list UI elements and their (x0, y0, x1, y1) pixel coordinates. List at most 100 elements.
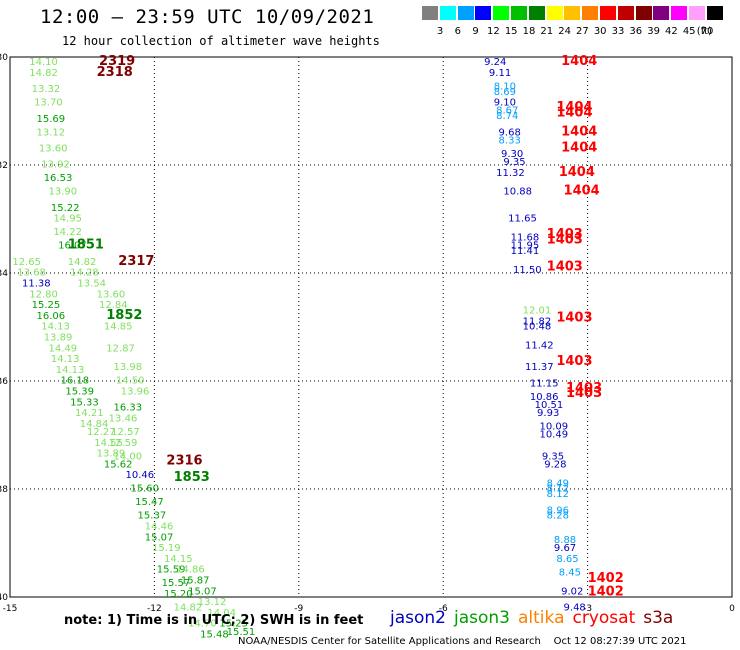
legend-swatch (511, 6, 527, 20)
wave-height-value: 9.30 (501, 149, 523, 160)
legend-label: 70 (700, 26, 714, 37)
legend-swatch (653, 6, 670, 20)
satellite-legend: jason2 jason3 altika cryosat s3a (390, 608, 681, 628)
wave-height-value: 11.41 (511, 246, 540, 257)
wave-height-value: 15.60 (130, 484, 159, 495)
lon-tick-label: -6 (439, 604, 448, 614)
legend-swatch (493, 6, 510, 20)
pass-time-label: 1403 (556, 354, 592, 369)
lon-tick-label: -9 (294, 604, 303, 614)
wave-height-value: 15.87 (181, 576, 210, 587)
legend-label: 36 (629, 26, 643, 37)
pass-time-label: 1851 (68, 238, 104, 253)
wave-height-value: 11.42 (525, 341, 554, 352)
legend-swatch (457, 6, 474, 20)
wave-height-value: 13.54 (77, 279, 106, 290)
wave-height-value: 15.48 (200, 630, 229, 641)
pass-time-label: 1403 (566, 386, 602, 401)
wave-height-value: 14.15 (164, 554, 193, 565)
wave-height-value: 15.07 (188, 586, 217, 597)
wave-height-value: 15.22 (51, 203, 80, 214)
legend-swatch (528, 6, 545, 20)
wave-height-value: 15.19 (152, 543, 181, 554)
wave-height-value: 8.67 (496, 106, 518, 117)
pass-time-label: 1852 (106, 308, 142, 323)
wave-height-value: 11.68 (511, 233, 540, 244)
wave-height-value: 8.33 (499, 135, 521, 146)
legend-swatch (600, 6, 616, 20)
wave-height-value: 11.15 (530, 378, 559, 389)
legend-swatch (475, 6, 492, 20)
pass-time-label: 1404 (564, 184, 600, 199)
wave-height-value: 11.82 (523, 316, 552, 327)
wave-height-value: 12.01 (523, 306, 552, 317)
wave-height-value: 14.70 (188, 619, 217, 630)
wave-height-value: 13.98 (113, 362, 142, 373)
wave-height-value: 15.20 (164, 589, 193, 600)
wave-height-value: 9.02 (561, 586, 583, 597)
map-frame (9, 56, 733, 598)
wave-height-value: 14.85 (104, 322, 133, 333)
legend-unit: (ft) (696, 26, 712, 37)
legend-swatch (671, 6, 688, 20)
wave-height-value: 9.24 (484, 57, 506, 68)
legend-label: 30 (593, 26, 607, 37)
wave-height-value: 16.18 (61, 376, 90, 387)
lon-tick-label: -12 (147, 604, 162, 614)
legend-swatch (564, 6, 581, 20)
lon-tick-label: -15 (3, 604, 18, 614)
pass-time-label: 1402 (588, 571, 624, 586)
legend-swatch (635, 6, 652, 20)
wave-height-value: 14.22 (53, 227, 82, 238)
wave-height-value: 9.93 (537, 408, 559, 419)
wave-height-value: 13.12 (36, 127, 65, 138)
wave-height-value: 12.84 (99, 300, 128, 311)
satellite-s3a: s3a (643, 608, 674, 628)
legend-swatch (617, 6, 634, 20)
pass-time-label: 1404 (556, 105, 592, 120)
legend-swatch (546, 6, 563, 20)
wave-height-value: 15.39 (65, 387, 94, 398)
wave-height-value: 8.45 (559, 567, 581, 578)
legend-swatch (706, 6, 723, 20)
wave-height-value: 10.48 (523, 322, 552, 333)
pass-time-label: 1404 (561, 54, 597, 69)
wave-height-value: 14.21 (75, 408, 104, 419)
wave-height-value: 15.37 (138, 511, 167, 522)
wave-height-value: 9.28 (544, 459, 566, 470)
wave-height-value: 9.68 (499, 127, 521, 138)
wave-height-value: 14.49 (49, 343, 78, 354)
credit-text: NOAA/NESDIS Center for Satellite Applica… (238, 636, 541, 647)
pass-time-label: 1403 (547, 259, 583, 274)
satellite-cryosat: cryosat (572, 608, 636, 628)
wave-height-value: 13.70 (34, 98, 63, 109)
wave-height-value: 13.60 (97, 289, 126, 300)
pass-time-label: 1403 (547, 232, 583, 247)
legend-label: 45 (682, 26, 696, 37)
wave-height-value: 16.06 (36, 311, 65, 322)
wave-height-value: 13.89 (97, 449, 126, 460)
wave-height-value: 12.57 (111, 427, 140, 438)
legend-label: 27 (576, 26, 589, 37)
wave-height-value: 14.04 (207, 608, 236, 619)
wave-height-value: 11.65 (508, 214, 537, 225)
wave-height-value: 14.28 (70, 268, 99, 279)
legend-swatch (582, 6, 599, 20)
lon-tick-label: -3 (583, 604, 592, 614)
wave-height-value: 13.32 (32, 84, 61, 95)
wave-height-value: 14.46 (145, 522, 174, 533)
wave-height-value: 13.92 (41, 160, 70, 171)
wave-height-value: 9.10 (494, 98, 516, 109)
pass-time-label: 2316 (166, 454, 202, 469)
wave-height-value: 9.67 (554, 543, 576, 554)
wave-height-value: 16.53 (44, 173, 73, 184)
wave-height-value: 14.13 (41, 322, 70, 333)
wave-height-value: 9.35 (542, 451, 564, 462)
wave-height-value: 8.49 (547, 478, 569, 489)
wave-height-value: 16.33 (113, 403, 142, 414)
pass-time-label: 1403 (556, 311, 592, 326)
wave-height-value: 14.10 (29, 57, 58, 68)
map-title: 12:00 — 23:59 UTC 10/09/2021 (40, 6, 375, 28)
wave-height-value: 8.12 (547, 489, 569, 500)
wave-height-value: 10.86 (530, 392, 559, 403)
